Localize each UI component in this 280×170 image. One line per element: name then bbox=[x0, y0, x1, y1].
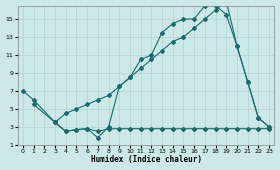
X-axis label: Humidex (Indice chaleur): Humidex (Indice chaleur) bbox=[90, 155, 202, 164]
